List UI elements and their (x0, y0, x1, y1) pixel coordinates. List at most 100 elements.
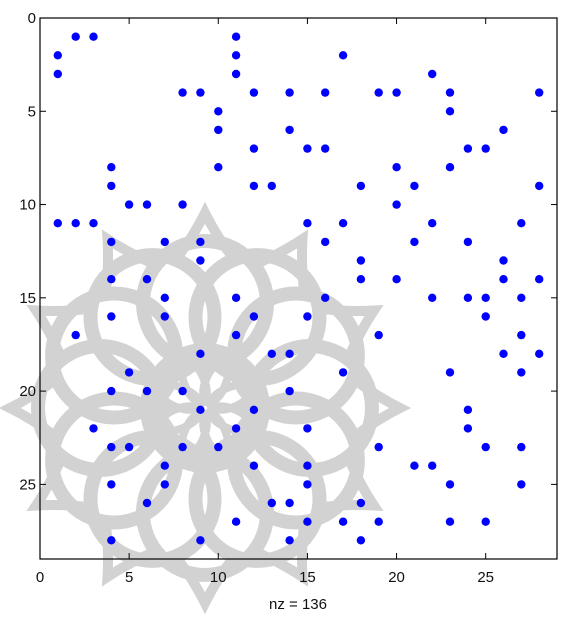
data-point (410, 461, 419, 470)
data-point (410, 237, 419, 247)
data-point (196, 536, 205, 545)
data-point (392, 88, 401, 97)
data-point (428, 461, 437, 470)
data-point (107, 181, 116, 191)
data-point (249, 144, 259, 153)
data-point (107, 480, 116, 489)
data-point (463, 293, 473, 302)
data-point (107, 275, 116, 284)
data-point (445, 107, 455, 116)
data-point (178, 442, 187, 452)
data-point (214, 163, 223, 172)
data-point (249, 181, 259, 191)
data-point (196, 237, 205, 247)
data-point (481, 144, 490, 153)
data-point (285, 125, 294, 135)
data-point (71, 219, 80, 228)
data-point (178, 200, 187, 209)
data-point (303, 144, 312, 153)
data-point (107, 536, 116, 545)
y-tick-label: 5 (28, 103, 36, 120)
data-point (303, 312, 312, 321)
data-point (53, 219, 62, 228)
data-point (499, 349, 508, 358)
data-point (285, 386, 294, 396)
data-point (445, 88, 455, 97)
data-point (535, 275, 544, 284)
data-point (374, 517, 383, 526)
watermark-petal (350, 375, 412, 441)
y-tick-label: 25 (19, 476, 36, 493)
data-point (142, 498, 152, 508)
y-tick-label: 20 (19, 383, 36, 400)
data-point (142, 386, 152, 396)
data-point (356, 498, 366, 508)
data-point (249, 405, 259, 414)
watermark-petal (315, 453, 384, 513)
rosette-watermark (0, 201, 412, 615)
data-point (303, 424, 312, 433)
data-point (160, 461, 169, 470)
data-point (428, 69, 437, 79)
watermark-petal (250, 229, 310, 298)
data-point (214, 107, 223, 116)
x-axis: 0 5 10 15 20 25 (36, 18, 494, 586)
data-point (410, 181, 419, 191)
data-point (463, 237, 473, 247)
data-point (338, 51, 348, 60)
data-point (124, 442, 134, 452)
data-point (196, 88, 205, 97)
data-point (89, 219, 98, 228)
data-point (303, 461, 312, 470)
data-point (285, 349, 294, 358)
watermark-petal (172, 201, 238, 263)
data-point (196, 349, 205, 358)
data-point (303, 480, 312, 489)
x-tick-label: 0 (36, 569, 44, 586)
data-point (392, 275, 401, 284)
data-point (321, 293, 330, 302)
data-point (481, 312, 490, 321)
x-tick-label: 5 (125, 569, 133, 586)
watermark-inner-petal (206, 380, 256, 414)
watermark-petal (172, 553, 238, 615)
x-tick-label: 25 (477, 569, 494, 586)
data-point (107, 237, 116, 247)
data-point (231, 32, 241, 41)
data-point (160, 237, 169, 247)
data-point (517, 330, 526, 340)
data-point (249, 312, 259, 321)
data-point (374, 330, 383, 340)
data-point (267, 181, 276, 191)
data-point (160, 480, 169, 489)
data-point (231, 424, 241, 433)
data-point (285, 498, 294, 508)
data-point (53, 51, 62, 60)
data-point (535, 349, 544, 358)
watermark-core (140, 343, 270, 473)
data-point (196, 256, 205, 265)
data-point (71, 32, 80, 41)
data-point (214, 442, 223, 452)
data-point (89, 32, 98, 41)
data-point (392, 200, 401, 209)
data-point (517, 219, 526, 228)
data-point (303, 517, 312, 526)
data-point (499, 256, 508, 265)
data-point (231, 517, 241, 526)
data-point (285, 88, 294, 97)
data-point (231, 69, 241, 79)
data-point (445, 163, 455, 172)
data-point (178, 386, 187, 396)
data-points (53, 32, 544, 545)
data-point (267, 349, 276, 358)
watermark-petal (0, 375, 60, 441)
y-axis: 0 5 10 15 20 25 (19, 10, 557, 493)
data-point (142, 200, 152, 209)
data-point (535, 181, 544, 191)
data-point (481, 293, 490, 302)
data-point (517, 293, 526, 302)
data-point (231, 51, 241, 60)
data-point (249, 88, 259, 97)
data-point (71, 330, 80, 340)
